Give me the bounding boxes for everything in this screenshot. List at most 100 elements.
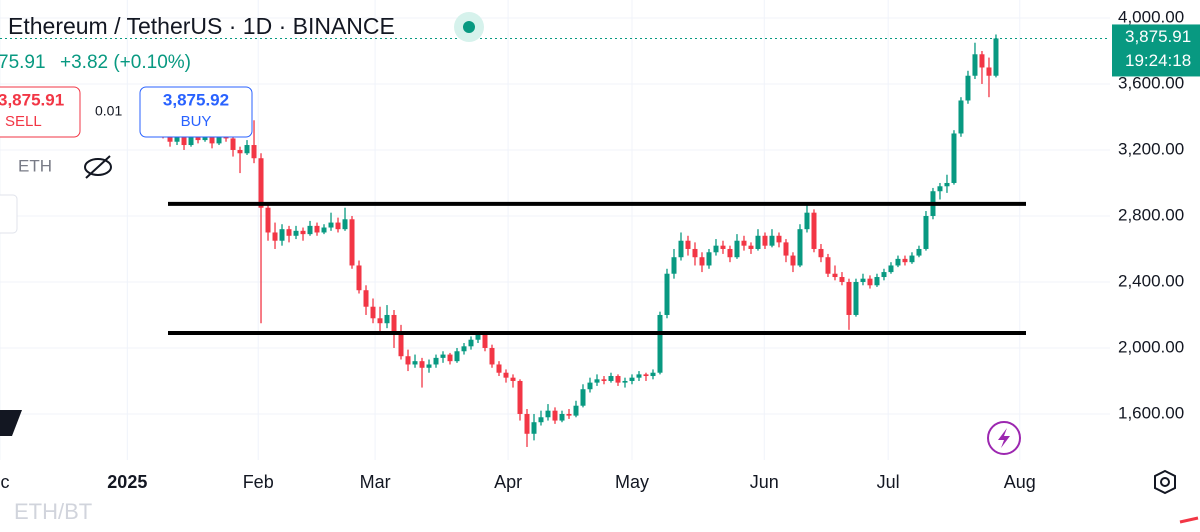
edge-mark bbox=[1179, 516, 1199, 524]
candle-body bbox=[517, 380, 523, 414]
x-tick-label: Jun bbox=[750, 472, 779, 492]
hide-icon[interactable] bbox=[84, 155, 112, 179]
candle-body bbox=[349, 219, 355, 266]
candle-body bbox=[209, 135, 215, 144]
candle-body bbox=[769, 235, 775, 246]
candle-body bbox=[559, 413, 565, 421]
candle-body bbox=[706, 252, 712, 266]
candle-body bbox=[622, 380, 628, 383]
candle-body bbox=[454, 351, 460, 362]
sell-price[interactable]: 3,875.91 bbox=[0, 90, 64, 109]
flash-icon[interactable] bbox=[987, 421, 1021, 455]
candle-body bbox=[629, 377, 635, 381]
candle-body bbox=[230, 138, 236, 150]
candle-body bbox=[363, 290, 369, 307]
candle-body bbox=[965, 75, 971, 101]
candle-body bbox=[468, 339, 474, 347]
candle-body bbox=[811, 212, 817, 249]
footer-symbol[interactable]: ETH/BT bbox=[14, 499, 92, 524]
price-tag-countdown: 19:24:18 bbox=[1125, 51, 1191, 70]
candle-body bbox=[874, 277, 880, 286]
spread: 0.01 bbox=[95, 103, 122, 119]
candle-body bbox=[475, 334, 481, 340]
candle-body bbox=[881, 272, 887, 278]
candle-body bbox=[461, 346, 467, 352]
symbol-title[interactable]: Ethereum / TetherUS · 1D · BINANCE bbox=[8, 13, 395, 39]
candle-body bbox=[643, 374, 649, 377]
candle-body bbox=[853, 281, 859, 315]
candle-body bbox=[433, 357, 439, 365]
candle-body bbox=[741, 240, 747, 246]
candle-body bbox=[335, 222, 341, 230]
candle-body bbox=[482, 334, 488, 348]
buy-label[interactable]: BUY bbox=[181, 113, 212, 130]
candle-body bbox=[293, 230, 299, 236]
candle-body bbox=[405, 356, 411, 365]
candle-body bbox=[818, 248, 824, 258]
candle-body bbox=[377, 318, 383, 324]
candle-body bbox=[713, 245, 719, 253]
candle-body bbox=[860, 278, 866, 282]
candle-body bbox=[720, 245, 726, 249]
candle-body bbox=[202, 135, 208, 141]
candle-body bbox=[356, 265, 362, 291]
candle-body bbox=[328, 222, 334, 228]
y-tick-label: 4,000.00 bbox=[1118, 7, 1184, 26]
settings-icon[interactable] bbox=[1154, 469, 1176, 495]
candle-body bbox=[783, 242, 789, 256]
candle-body bbox=[566, 413, 572, 416]
candle-body bbox=[636, 374, 642, 378]
candle-body bbox=[279, 229, 285, 241]
candle-body bbox=[888, 265, 894, 273]
candle-body bbox=[972, 54, 978, 76]
candle-body bbox=[867, 278, 873, 286]
candle-body bbox=[587, 382, 593, 390]
candle-body bbox=[951, 133, 957, 183]
candle-body bbox=[727, 248, 733, 258]
candle-body bbox=[846, 281, 852, 315]
sell-label[interactable]: SELL bbox=[5, 113, 42, 130]
volume-label: ETH bbox=[18, 156, 52, 175]
candle-body bbox=[314, 225, 320, 233]
y-tick-label: 3,600.00 bbox=[1118, 73, 1184, 92]
candle-body bbox=[958, 100, 964, 134]
logo bbox=[0, 410, 22, 436]
candle-body bbox=[755, 235, 761, 249]
buy-button[interactable] bbox=[139, 86, 253, 138]
candle-body bbox=[489, 347, 495, 365]
candle-body bbox=[286, 229, 292, 236]
candle-body bbox=[538, 417, 544, 423]
x-tick-label: May bbox=[615, 472, 649, 492]
candle-body bbox=[657, 314, 663, 373]
candle-body bbox=[321, 227, 327, 233]
sell-button[interactable] bbox=[0, 86, 81, 138]
candle-body bbox=[265, 207, 271, 233]
candle-body bbox=[937, 186, 943, 192]
candle-body bbox=[986, 67, 992, 76]
candle-body bbox=[650, 372, 656, 377]
x-tick-label: Aug bbox=[1004, 472, 1036, 492]
candle-body bbox=[895, 258, 901, 266]
candle-body bbox=[244, 145, 250, 154]
candle-body bbox=[426, 364, 432, 368]
candle-body bbox=[685, 240, 691, 249]
candle-body bbox=[692, 248, 698, 258]
candle-body bbox=[671, 257, 677, 274]
candle-body bbox=[664, 273, 670, 315]
candle-body bbox=[391, 314, 397, 332]
candle-body bbox=[832, 273, 838, 278]
candle-body bbox=[524, 413, 530, 434]
candle-body bbox=[496, 364, 502, 373]
candle-body bbox=[923, 215, 929, 249]
candle-body bbox=[748, 245, 754, 249]
candle-body bbox=[181, 136, 187, 146]
x-tick-label: Feb bbox=[243, 472, 274, 492]
y-tick-label: 2,000.00 bbox=[1118, 337, 1184, 356]
candle-body bbox=[307, 225, 313, 235]
candle-body bbox=[370, 306, 376, 319]
candle-body bbox=[615, 376, 621, 383]
side-button[interactable] bbox=[0, 194, 18, 234]
buy-price[interactable]: 3,875.92 bbox=[163, 90, 229, 109]
price-change: +3.82 (+0.10%) bbox=[60, 52, 191, 73]
